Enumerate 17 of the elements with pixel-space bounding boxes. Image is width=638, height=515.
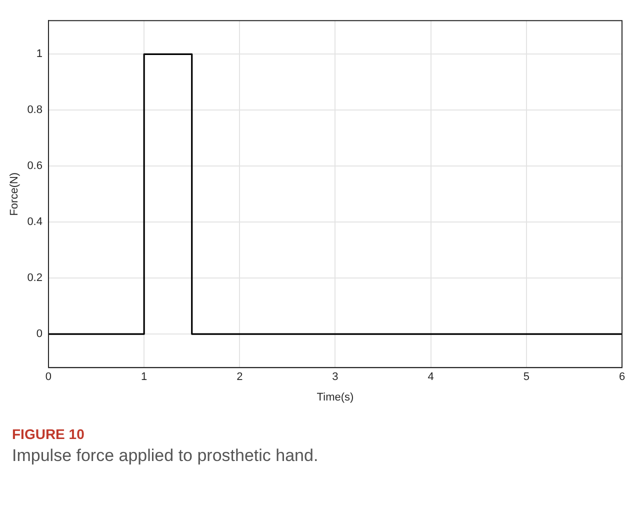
y-tick-label: 0.4 <box>27 216 42 228</box>
y-tick-label: 0.6 <box>27 160 42 172</box>
text: FIGURE 10 <box>12 426 86 442</box>
x-axis-title: Time(s) <box>316 391 354 404</box>
x-tick-label: 2 <box>236 371 243 384</box>
y-tick-label: 0 <box>36 328 42 340</box>
x-tick-label: 4 <box>428 371 434 384</box>
y-tick-label: 0.2 <box>27 272 42 284</box>
x-tick-label: 5 <box>523 371 530 384</box>
x-tick-label: 6 <box>618 371 626 384</box>
x-tick-label: 3 <box>332 371 338 384</box>
text: Impulse force applied to prosthetic hand. <box>12 446 320 466</box>
x-tick-label: 0 <box>45 371 52 384</box>
y-tick-label: 1 <box>36 48 42 60</box>
y-tick-label: 0.8 <box>27 104 42 116</box>
y-axis-title: Force(N) <box>8 172 21 216</box>
x-tick-label: 1 <box>141 371 148 384</box>
